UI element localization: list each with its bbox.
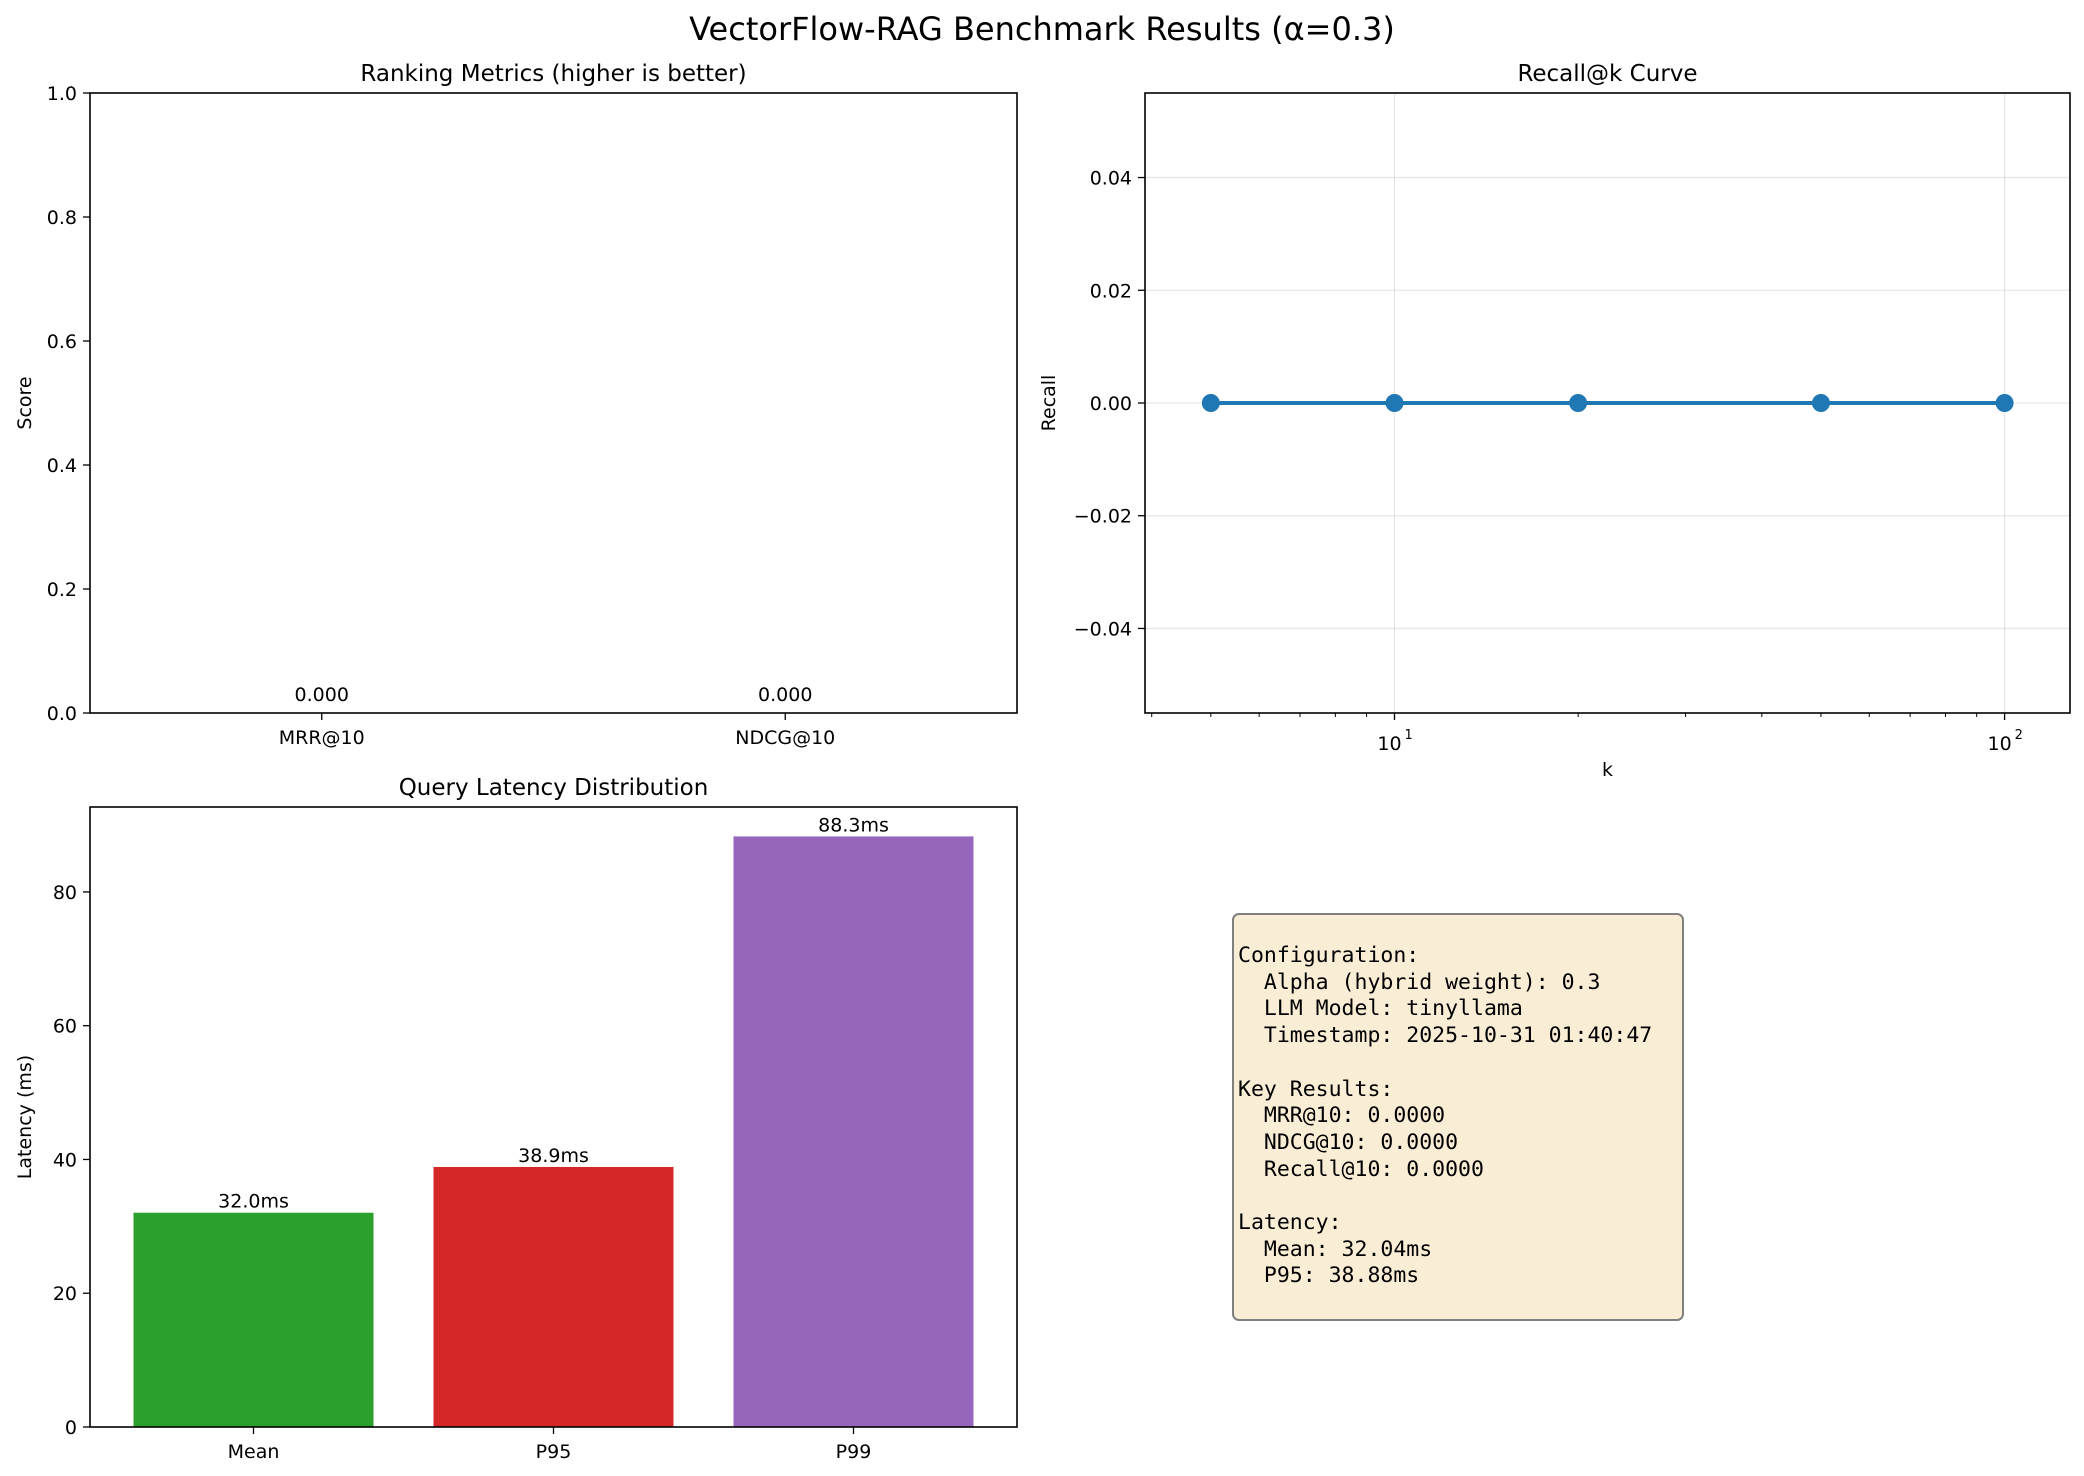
info-line: Alpha (hybrid weight): 0.3: [1238, 969, 1601, 995]
ranking-metrics-chart: Ranking Metrics (higher is better) 0.0 0.2…: [14, 61, 1018, 749]
x-tick-label: 10: [1377, 733, 1401, 755]
info-line: Configuration:: [1238, 943, 1420, 968]
info-line: Mean: 32.04ms: [1238, 1236, 1433, 1262]
y-tick-label: 80: [53, 882, 77, 904]
plot-frame: [89, 806, 1018, 1428]
data-point: [1569, 394, 1588, 412]
info-line: P95: 38.88ms: [1238, 1263, 1420, 1289]
x-tick-label: Mean: [228, 1441, 280, 1463]
info-line: MRR@10: 0.0000: [1238, 1103, 1446, 1129]
y-tick-label: 0.8: [47, 207, 77, 229]
info-line: Latency:: [1238, 1210, 1342, 1236]
x-tick-label: 10: [1987, 733, 2011, 755]
info-text: Configuration: Alpha (hybrid weight): 0.…: [1238, 943, 1652, 1290]
bar: [433, 1166, 674, 1427]
y-tick-label: 0.2: [47, 579, 77, 601]
plot-frame: [1144, 92, 2071, 714]
data-point: [1201, 394, 1220, 412]
bar: [733, 836, 974, 1427]
info-line: Recall@10: 0.0000: [1238, 1156, 1484, 1182]
y-tick-label: 0.00: [1090, 393, 1132, 415]
latency-chart: Query Latency Distribution 0 20 40 60 80 32.0m…: [14, 775, 1018, 1463]
x-tick-exponent: 2: [2015, 728, 2023, 743]
y-tick-label: 1.0: [47, 83, 77, 105]
x-axis-label: k: [1602, 759, 1613, 781]
y-tick-label: 0.02: [1090, 280, 1132, 302]
y-tick-label: 0: [65, 1417, 77, 1439]
x-tick-label: NDCG@10: [735, 727, 835, 749]
figure-title: VectorFlow-RAG Benchmark Results (α=0.3): [689, 10, 1395, 48]
x-tick-label: P99: [836, 1441, 872, 1463]
bar-value-label: 32.0ms: [218, 1191, 289, 1213]
bar-value-label: 38.9ms: [518, 1145, 589, 1167]
y-axis-label: Score: [14, 376, 36, 429]
info-line: NDCG@10: 0.0000: [1238, 1129, 1459, 1155]
info-line: Timestamp: 2025-10-31 01:40:47: [1238, 1023, 1653, 1049]
bar-value-label: 88.3ms: [818, 814, 889, 836]
bar: [133, 1212, 374, 1427]
y-tick-label: 0.6: [47, 331, 77, 353]
chart-title: Query Latency Distribution: [399, 775, 709, 801]
x-tick-label: MRR@10: [279, 727, 365, 749]
info-line: Key Results:: [1238, 1076, 1394, 1102]
y-tick-label: 0.4: [47, 455, 77, 477]
y-tick-label: −0.02: [1074, 506, 1132, 528]
bar-value-label: 0.000: [295, 684, 349, 706]
y-axis-label: Recall: [1038, 375, 1060, 432]
x-tick-label: P95: [536, 1441, 572, 1463]
x-tick-exponent: 1: [1404, 728, 1412, 743]
info-line: LLM Model: tinyllama: [1238, 996, 1523, 1022]
data-point: [1995, 394, 2014, 412]
chart-title: Recall@k Curve: [1517, 61, 1697, 87]
plot-frame: [89, 92, 1018, 714]
y-tick-label: 40: [53, 1149, 77, 1171]
info-box: [1232, 913, 1684, 1321]
y-tick-label: 0.0: [47, 703, 77, 725]
chart-title: Ranking Metrics (higher is better): [360, 61, 746, 87]
y-tick-label: 60: [53, 1016, 77, 1038]
data-point: [1811, 394, 1830, 412]
y-tick-label: −0.04: [1074, 618, 1132, 640]
y-tick-label: 0.04: [1090, 168, 1132, 190]
y-tick-label: 20: [53, 1283, 77, 1305]
data-point: [1385, 394, 1404, 412]
bar-value-label: 0.000: [758, 684, 812, 706]
y-axis-label: Latency (ms): [14, 1055, 36, 1179]
